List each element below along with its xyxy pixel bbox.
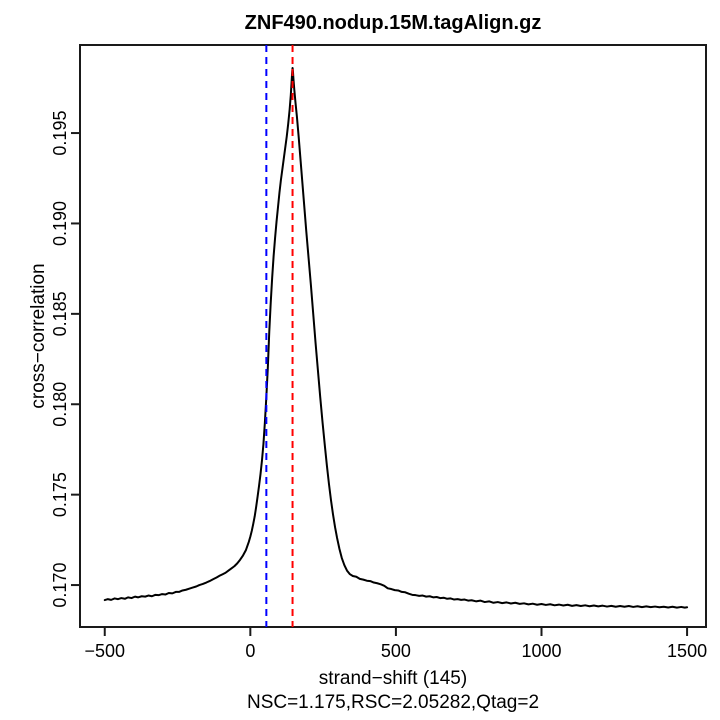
- x-tick-label: 0: [245, 641, 255, 661]
- x-axis-label: strand−shift (145): [319, 668, 467, 689]
- plot-box: [79, 44, 707, 628]
- cross-correlation-curve: [103, 66, 689, 609]
- y-axis-label: cross−correlation: [28, 263, 49, 408]
- y-tick-label: 0.185: [50, 291, 70, 336]
- plot-title: ZNF490.nodup.15M.tagAlign.gz: [245, 12, 542, 34]
- x-axis-ticks: −500 0 500 1000 1500: [84, 627, 707, 661]
- y-tick-label: 0.175: [50, 472, 70, 517]
- y-tick-label: 0.195: [50, 111, 70, 156]
- x-tick-label: 1500: [667, 641, 707, 661]
- reference-lines-group: [265, 45, 294, 627]
- curve-group: [103, 66, 689, 609]
- y-axis-ticks: 0.170 0.175 0.180 0.185 0.190 0.195: [50, 111, 80, 608]
- x-tick-label: 500: [381, 641, 411, 661]
- y-tick-label: 0.170: [50, 563, 70, 608]
- x-tick-label: 1000: [521, 641, 561, 661]
- y-tick-label: 0.180: [50, 382, 70, 427]
- y-tick-label: 0.190: [50, 201, 70, 246]
- x-tick-label: −500: [84, 641, 125, 661]
- stats-subtitle: NSC=1.175,RSC=2.05282,Qtag=2: [247, 692, 539, 713]
